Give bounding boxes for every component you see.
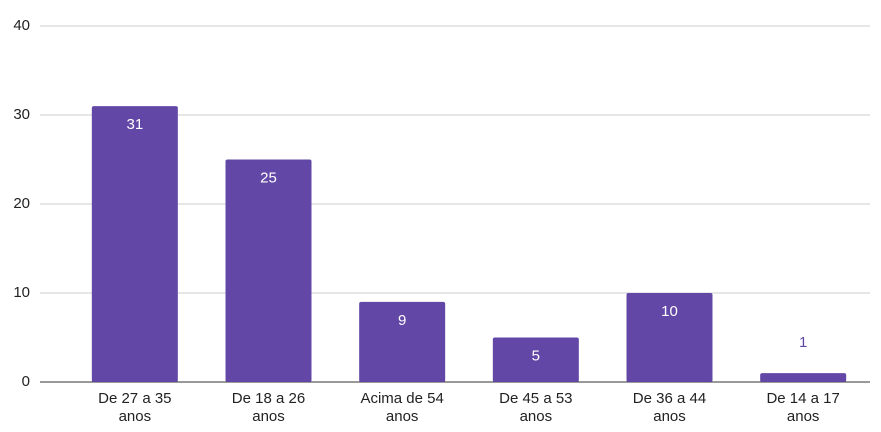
y-tick-label: 20 [13,195,30,212]
y-tick-label: 10 [13,284,30,301]
y-tick-label: 0 [22,373,30,390]
bar [225,159,312,382]
bar [91,106,178,382]
data-label: 10 [661,303,678,320]
bar [492,337,579,382]
data-label: 9 [398,312,406,329]
data-label: 31 [126,116,143,133]
data-label: 25 [260,169,277,186]
x-tick-label: De 45 a 53 anos [499,390,573,425]
x-tick-label: Acima de 54 anos [360,390,444,425]
x-tick-label: De 18 a 26 anos [231,390,306,425]
data-label: 5 [532,347,540,364]
bar [359,301,446,382]
y-tick-label: 30 [13,106,30,123]
x-tick-label: De 27 a 35 anos [98,390,172,425]
bar [626,293,713,382]
data-label: 1 [799,334,807,351]
bar [760,373,847,382]
y-tick-label: 40 [13,17,30,34]
x-tick-label: De 14 a 17 anos [766,390,840,425]
x-tick-label: De 36 a 44 anos [632,390,707,425]
